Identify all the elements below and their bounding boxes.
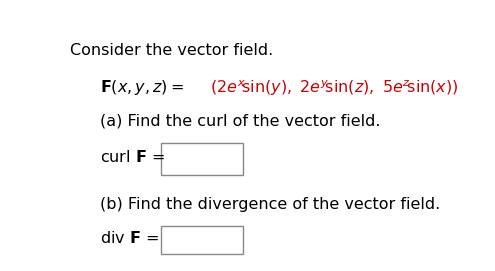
Text: (a) Find the curl of the vector field.: (a) Find the curl of the vector field. <box>100 114 381 129</box>
Bar <box>161 225 244 254</box>
Text: (b) Find the divergence of the vector field.: (b) Find the divergence of the vector fi… <box>100 197 441 212</box>
Bar <box>161 143 244 175</box>
Text: curl $\mathbf{F}$ =: curl $\mathbf{F}$ = <box>100 149 165 165</box>
Text: div $\mathbf{F}$ =: div $\mathbf{F}$ = <box>100 230 159 246</box>
Text: $(2e^x\!\sin(y),\ 2e^y\!\sin(z),\ 5e^z\!\sin(x))$: $(2e^x\!\sin(y),\ 2e^y\!\sin(z),\ 5e^z\!… <box>209 78 458 98</box>
Text: Consider the vector field.: Consider the vector field. <box>69 43 273 58</box>
Text: $\mathbf{F}(x, y, z) = $: $\mathbf{F}(x, y, z) = $ <box>100 78 184 98</box>
